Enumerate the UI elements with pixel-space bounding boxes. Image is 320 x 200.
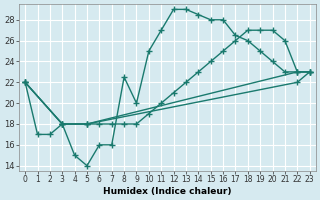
X-axis label: Humidex (Indice chaleur): Humidex (Indice chaleur): [103, 187, 232, 196]
